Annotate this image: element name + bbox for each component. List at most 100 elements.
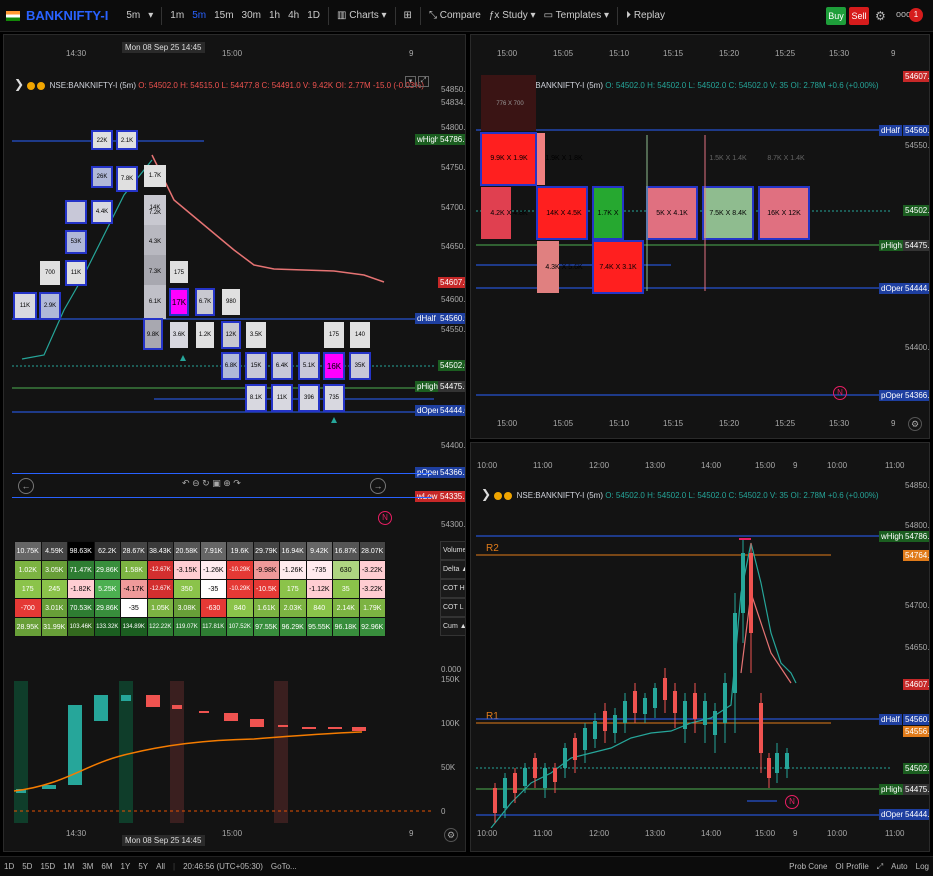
oi-profile-button[interactable]: OI Profile [835,862,869,871]
range-1d[interactable]: 1D [4,862,15,871]
stat-cell: -1.12K [305,579,333,599]
divider [328,6,330,25]
interval-1d[interactable]: 1D [307,10,321,21]
range-1y[interactable]: 1Y [120,862,131,871]
footprint-cell: 3.6K [172,332,186,338]
news-marker-icon[interactable]: N [378,511,392,525]
prob-cone-button[interactable]: Prob Cone [789,862,828,871]
bottom-right-chart-pane[interactable]: 10:00 11:00 12:00 13:00 14:00 15:00 9 10… [470,442,930,852]
footprint-cell: 53K [70,239,82,245]
interval-1m[interactable]: 1m [170,10,185,21]
replay-button[interactable]: ⏵ Replay [626,10,665,21]
interval-5m[interactable]: 5m [192,10,207,21]
goto-button[interactable]: GoTo... [270,862,297,871]
gear-icon[interactable]: ⚙ [875,9,886,23]
time-label: 15:15 [663,49,684,58]
left-chart-pane[interactable]: 14:30 15:00 9 Mon 08 Sep 25 14:45 ❯ NSE:… [3,34,466,852]
stat-label-coth: COT H [440,579,465,598]
cluster-cell: 7.5K X 8.4K [709,210,747,217]
time-label: 15:25 [775,419,796,428]
price-label: 54550.0 [905,141,930,150]
phigh-value-tag: 54475.6 [903,784,929,795]
stat-cell: -700 [14,598,42,618]
range-5y[interactable]: 5Y [138,862,149,871]
range-15d[interactable]: 15D [40,862,56,871]
chevron-down-icon[interactable]: ▾ [148,10,154,21]
stat-cell: -1.26K [199,560,227,580]
phigh-value-tag: 54475.6 [903,240,929,251]
status-dot-icon [504,491,513,500]
news-marker-icon[interactable]: N [785,795,799,809]
auto-button[interactable]: Auto [891,862,908,871]
stat-cell: 122.22K [146,617,174,637]
bottom-toolbar: 1D 5D 15D 1M 3M 6M 1Y 5Y All | 20:46:56 … [0,856,933,876]
stat-cell: 29.79K [252,541,280,561]
back-icon[interactable]: ↶ [182,478,190,488]
templates-button[interactable]: ▭ Templates ▾ [543,10,610,21]
forward-icon[interactable]: ↷ [233,478,241,488]
more-icon[interactable]: ooo [896,9,912,19]
cluster-cell: 1.5K X 1.4K [709,155,747,162]
collapse-icon[interactable]: ❯ [14,77,28,91]
stat-cell: 4.59K [40,541,68,561]
chart-legend: ❯ NSE:BANKNIFTY-I (5m) O: 54502.0 H: 545… [14,77,425,91]
expand-icon[interactable]: ⤢ [876,861,884,871]
footprint-cell: 980 [225,299,236,305]
candlestick-chart [476,535,891,828]
log-button[interactable]: Log [915,862,929,871]
charts-button[interactable]: ▥ Charts ▾ [337,10,387,21]
stat-cell: 28.07K [358,541,386,561]
range-5d[interactable]: 5D [22,862,33,871]
footprint-cell: 6.7K [198,299,212,305]
collapse-icon[interactable]: ❯ [481,487,495,501]
range-1m[interactable]: 1M [63,862,75,871]
range-all[interactable]: All [156,862,166,871]
phigh-value-tag: 54475.6 [438,381,465,392]
footprint-cell: 6.8K [224,363,238,369]
top-right-chart-pane[interactable]: 15:00 15:05 15:10 15:15 15:20 15:25 15:3… [470,34,930,439]
stat-cell: 31.99K [40,617,68,637]
range-6m[interactable]: 6M [101,862,113,871]
symbol-label[interactable]: BANKNIFTY-I [26,8,109,23]
gear-icon[interactable]: ⚙ [444,828,458,842]
range-3m[interactable]: 3M [82,862,94,871]
scroll-left-icon[interactable]: ← [18,478,34,494]
reset-icon[interactable]: ↻ [202,478,210,488]
template-icon: ▭ [543,10,556,21]
study-button[interactable]: ƒx Study ▾ [488,10,536,21]
stat-cell: 96.18K [332,617,360,637]
dopen-value-tag: 54444.0 [903,809,929,820]
settings-small-icon[interactable]: ▾ [405,76,416,87]
current-price-tag: 54607.0 [903,679,929,690]
footprint-cell: 7.3K [148,269,162,275]
stat-cell: 1.58K [120,560,148,580]
footprint-cell: 2.9K [43,303,57,309]
footprint-cell: 175 [328,332,339,338]
footprint-cell: 12K [225,332,237,338]
snapshot-icon[interactable]: ▣ [212,478,221,488]
stat-cell: 70.53K [67,598,95,618]
zoom-out-icon[interactable]: ⊖ [192,478,200,488]
cluster-cell: 776 X 700 [496,101,524,107]
interval-4h[interactable]: 4h [288,10,300,21]
buy-button[interactable]: Buy [826,7,846,25]
compare-button[interactable]: ⤡ Compare [428,10,481,21]
stat-cell: 35 [332,579,360,599]
interval-1h[interactable]: 1h [269,10,281,21]
footprint-cell: 16K [326,362,342,371]
stat-cell: -1.82K [67,579,95,599]
cluster-cell: 14K X 4.5K [546,210,582,217]
scroll-right-icon[interactable]: → [370,478,386,494]
interval-30m[interactable]: 30m [241,10,261,21]
news-marker-icon[interactable]: N [833,386,847,400]
zoom-in-icon[interactable]: ⊕ [223,478,231,488]
last-price-tag: 54502.0 [903,763,929,774]
notification-badge[interactable]: 1 [909,8,923,22]
sell-button[interactable]: Sell [849,7,869,25]
layout-icon[interactable]: ⊞ [403,10,412,21]
interval-15m[interactable]: 15m [214,10,234,21]
gear-icon[interactable]: ⚙ [908,417,922,431]
timeframe-select[interactable]: 5m [126,10,141,21]
maximize-icon[interactable]: ⤢ [418,76,429,87]
phigh-tag: pHigh [879,240,904,251]
